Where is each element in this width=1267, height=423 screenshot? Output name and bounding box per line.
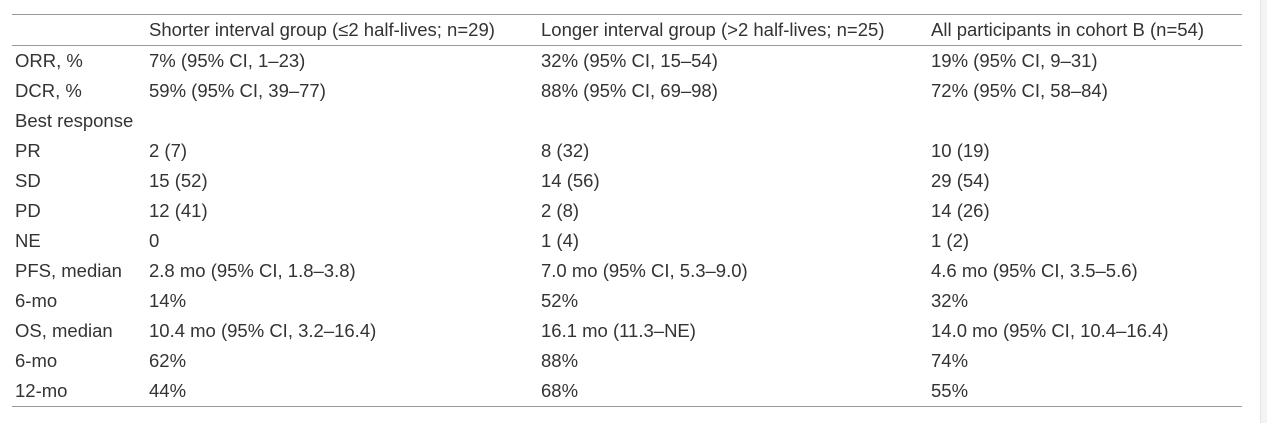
row-label: OS, median	[15, 320, 113, 341]
row-label: PR	[15, 140, 41, 161]
table-cell: 2.8 mo (95% CI, 1.8–3.8)	[149, 260, 356, 281]
table-row: SD 15 (52) 14 (56) 29 (54)	[12, 166, 1242, 196]
table-row: PFS, median 2.8 mo (95% CI, 1.8–3.8) 7.0…	[12, 256, 1242, 286]
table-cell: 15 (52)	[149, 170, 208, 191]
row-label: ORR, %	[15, 50, 83, 71]
header-cell-longer-interval: Longer interval group (>2 half-lives; n=…	[541, 19, 885, 40]
table-row: ORR, % 7% (95% CI, 1–23) 32% (95% CI, 15…	[12, 46, 1242, 77]
table-cell: 14.0 mo (95% CI, 10.4–16.4)	[931, 320, 1169, 341]
table-cell	[538, 106, 928, 136]
table-cell: 16.1 mo (11.3–NE)	[541, 320, 696, 341]
row-label: SD	[15, 170, 41, 191]
table-row: NE 0 1 (4) 1 (2)	[12, 226, 1242, 256]
table-cell: 7% (95% CI, 1–23)	[149, 50, 306, 71]
table-cell: 0	[149, 230, 160, 251]
table-cell: 2 (7)	[149, 140, 188, 161]
row-label: PFS, median	[15, 260, 122, 281]
table-cell: 68%	[541, 380, 579, 401]
row-label: 6-mo	[15, 290, 58, 311]
table-cell: 14 (56)	[541, 170, 600, 191]
table-row: DCR, % 59% (95% CI, 39–77) 88% (95% CI, …	[12, 76, 1242, 106]
table-row: 6-mo 14% 52% 32%	[12, 286, 1242, 316]
table-cell	[146, 106, 538, 136]
row-label: 6-mo	[15, 350, 58, 371]
row-label: 12-mo	[15, 380, 68, 401]
table-cell: 1 (2)	[931, 230, 970, 251]
table-cell: 55%	[931, 380, 969, 401]
table-row: 12-mo 44% 68% 55%	[12, 376, 1242, 407]
table-cell: 2 (8)	[541, 200, 580, 221]
table-cell: 88% (95% CI, 69–98)	[541, 80, 718, 101]
table-cell: 88%	[541, 350, 579, 371]
table-cell: 32%	[931, 290, 969, 311]
table-row: Best response	[12, 106, 1242, 136]
table-cell: 7.0 mo (95% CI, 5.3–9.0)	[541, 260, 748, 281]
table-cell: 14%	[149, 290, 187, 311]
table-cell: 74%	[931, 350, 969, 371]
header-cell-label	[12, 15, 146, 46]
row-label: NE	[15, 230, 41, 251]
table-cell: 59% (95% CI, 39–77)	[149, 80, 326, 101]
table-cell: 1 (4)	[541, 230, 580, 251]
table-cell: 29 (54)	[931, 170, 990, 191]
table-row: PR 2 (7) 8 (32) 10 (19)	[12, 136, 1242, 166]
table-cell: 72% (95% CI, 58–84)	[931, 80, 1108, 101]
results-table: Shorter interval group (≤2 half-lives; n…	[12, 14, 1242, 407]
table-cell: 10 (19)	[931, 140, 990, 161]
table-cell: 4.6 mo (95% CI, 3.5–5.6)	[931, 260, 1138, 281]
table-header-row: Shorter interval group (≤2 half-lives; n…	[12, 14, 1242, 46]
row-label: Best response	[15, 110, 134, 131]
vertical-scrollbar[interactable]	[1260, 0, 1267, 423]
table-cell: 8 (32)	[541, 140, 590, 161]
table-cell: 32% (95% CI, 15–54)	[541, 50, 718, 71]
table-cell: 10.4 mo (95% CI, 3.2–16.4)	[149, 320, 377, 341]
table-cell: 62%	[149, 350, 187, 371]
table-row: 6-mo 62% 88% 74%	[12, 346, 1242, 376]
table-cell: 12 (41)	[149, 200, 208, 221]
table-row: OS, median 10.4 mo (95% CI, 3.2–16.4) 16…	[12, 316, 1242, 346]
table-row: PD 12 (41) 2 (8) 14 (26)	[12, 196, 1242, 226]
table-cell: 19% (95% CI, 9–31)	[931, 50, 1098, 71]
header-cell-all-participants: All participants in cohort B (n=54)	[931, 19, 1205, 40]
table-cell: 44%	[149, 380, 187, 401]
row-label: PD	[15, 200, 41, 221]
row-label: DCR, %	[15, 80, 82, 101]
table-cell	[928, 106, 1242, 136]
table-cell: 52%	[541, 290, 579, 311]
table-cell: 14 (26)	[931, 200, 990, 221]
header-cell-shorter-interval: Shorter interval group (≤2 half-lives; n…	[149, 19, 495, 40]
